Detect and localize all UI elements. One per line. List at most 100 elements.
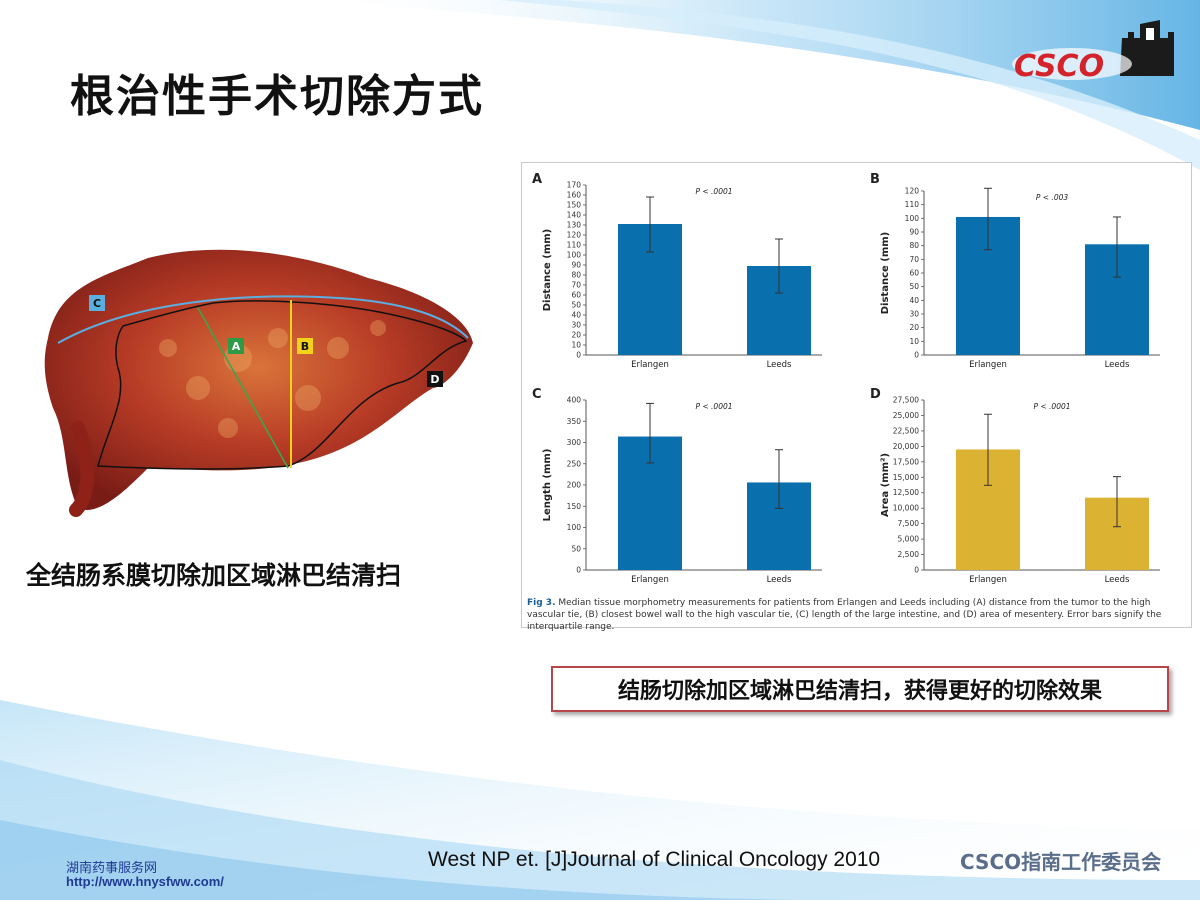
y-tick-label: 70 <box>909 255 919 264</box>
photo-caption: 全结肠系膜切除加区域淋巴结清扫 <box>26 561 402 590</box>
y-tick-label: 25,000 <box>893 411 919 420</box>
y-tick-label: 100 <box>567 251 582 260</box>
label-c-box: C <box>89 295 105 311</box>
y-axis-label: Length (mm) <box>542 449 553 522</box>
top-swoosh <box>300 0 1200 130</box>
y-tick-label: 170 <box>567 181 582 190</box>
line-c <box>57 295 469 344</box>
bar-charts: A010203040506070809010011012013014015016… <box>532 172 1160 585</box>
y-tick-label: 120 <box>567 231 582 240</box>
mesentery-outline <box>97 300 468 470</box>
site-url[interactable]: http://www.hnysfww.com/ <box>66 874 224 889</box>
y-tick-label: 60 <box>571 291 581 300</box>
y-tick-label: 400 <box>567 396 582 405</box>
panel-c: C 0 50 100 150 200 250 300 350 400 Length (mm) Erla… <box>532 387 822 585</box>
y-tick-label: 90 <box>571 261 581 270</box>
x-tick-label: Leeds <box>767 360 792 370</box>
y-tick-label: 140 <box>567 211 582 220</box>
y-tick-label: 50 <box>571 544 581 553</box>
site-name: 湖南药事服务网 <box>66 861 158 876</box>
svg-text:A: A <box>232 340 241 353</box>
y-tick-label: 20,000 <box>893 442 919 451</box>
x-tick-label: Leeds <box>767 575 792 585</box>
x-tick-label: Erlangen <box>969 575 1007 585</box>
x-tick-label: Leeds <box>1105 575 1130 585</box>
y-tick-label: 40 <box>571 311 581 320</box>
figure-caption: Fig 3. Median tissue morphometry measure… <box>527 597 1189 633</box>
figure-caption-label: Fig 3. <box>527 598 556 608</box>
panel-letter: B <box>870 172 880 187</box>
y-tick-label: 250 <box>567 459 582 468</box>
x-tick-label: Erlangen <box>631 360 669 370</box>
y-tick-label: 0 <box>576 566 581 575</box>
y-tick-label: 50 <box>909 282 919 291</box>
specimen-tissue <box>44 249 473 510</box>
logo-text: CSCO <box>1014 49 1104 84</box>
x-tick-label: Erlangen <box>631 575 669 585</box>
y-tick-label: 7,500 <box>898 519 920 528</box>
y-tick-label: 2,500 <box>898 550 920 559</box>
y-tick-label: 15,000 <box>893 473 919 482</box>
y-tick-label: 5,000 <box>898 535 920 544</box>
panel-b: B 0 10 20 30 40 50 60 70 80 90 100 110 120 Distance (m… <box>870 172 1160 370</box>
y-axis-label: Distance (mm) <box>880 232 891 315</box>
y-tick-label: 100 <box>905 214 920 223</box>
slide-title: 根治性手术切除方式 <box>70 71 484 122</box>
y-tick-label: 130 <box>567 221 582 230</box>
y-tick-label: 80 <box>571 271 581 280</box>
y-tick-label: 22,500 <box>893 426 919 435</box>
y-tick-label: 110 <box>567 241 582 250</box>
conclusion-callout: 结肠切除加区域淋巴结清扫，获得更好的切除效果 <box>551 666 1169 712</box>
y-tick-label: 10 <box>909 337 919 346</box>
citation: West NP et. [J]Journal of Clinical Oncol… <box>428 848 881 871</box>
y-tick-label: 12,500 <box>893 488 919 497</box>
y-tick-label: 300 <box>567 438 582 447</box>
p-value-annotation: P < .0001 <box>695 402 732 411</box>
y-tick-label: 200 <box>567 481 582 490</box>
y-tick-label: 30 <box>571 321 581 330</box>
y-tick-label: 40 <box>909 296 919 305</box>
label-a-box: A <box>228 338 244 354</box>
y-tick-label: 27,500 <box>893 396 919 405</box>
committee-name: CSCO指南工作委员会 <box>960 850 1162 874</box>
figure-caption-text: Median tissue morphometry measurements f… <box>527 598 1162 632</box>
panel-letter: A <box>532 172 542 187</box>
svg-text:C: C <box>93 297 101 310</box>
panel-a: A 010203040506070809010011012013014015016… <box>532 172 822 370</box>
y-tick-label: 150 <box>567 502 582 511</box>
y-tick-label: 110 <box>905 200 920 209</box>
bottom-swoosh-3 <box>0 820 800 900</box>
y-tick-label: 50 <box>571 301 581 310</box>
y-axis-label: Distance (mm) <box>542 229 553 312</box>
y-tick-label: 120 <box>905 187 920 196</box>
panel-letter: D <box>870 387 881 402</box>
panel-d: D 0 2,500 5,000 7,500 10,000 12,500 15,000 17,50… <box>870 387 1160 585</box>
line-a <box>197 307 289 469</box>
label-b-box: B <box>297 338 313 354</box>
y-tick-label: 90 <box>909 228 919 237</box>
figure-panel: A 0 10 20 30 40 50 60 70 80 90 100 110 120 130 140 150 16… <box>521 162 1192 628</box>
y-tick-label: 0 <box>576 351 581 360</box>
p-value-annotation: P < .0001 <box>695 187 732 196</box>
x-tick-label: Leeds <box>1105 360 1130 370</box>
top-swoosh-2 <box>500 0 1200 170</box>
x-tick-label: Erlangen <box>969 360 1007 370</box>
y-tick-label: 150 <box>567 201 582 210</box>
y-tick-label: 10 <box>571 341 581 350</box>
y-tick-label: 350 <box>567 417 582 426</box>
y-tick-label: 160 <box>567 191 582 200</box>
p-value-annotation: P < .0001 <box>1033 402 1070 411</box>
y-tick-label: 0 <box>914 351 919 360</box>
y-tick-label: 0 <box>914 566 919 575</box>
y-tick-label: 10,000 <box>893 504 919 513</box>
p-value-annotation: P < .003 <box>1036 193 1069 202</box>
specimen-photo: C A B D <box>44 249 473 517</box>
y-tick-label: 80 <box>909 241 919 250</box>
csco-logo: CSCO <box>1012 20 1174 84</box>
y-tick-label: 100 <box>567 523 582 532</box>
y-tick-label: 60 <box>909 269 919 278</box>
y-tick-label: 20 <box>909 323 919 332</box>
y-axis-label: Area (mm²) <box>880 453 891 517</box>
svg-text:D: D <box>430 373 439 386</box>
